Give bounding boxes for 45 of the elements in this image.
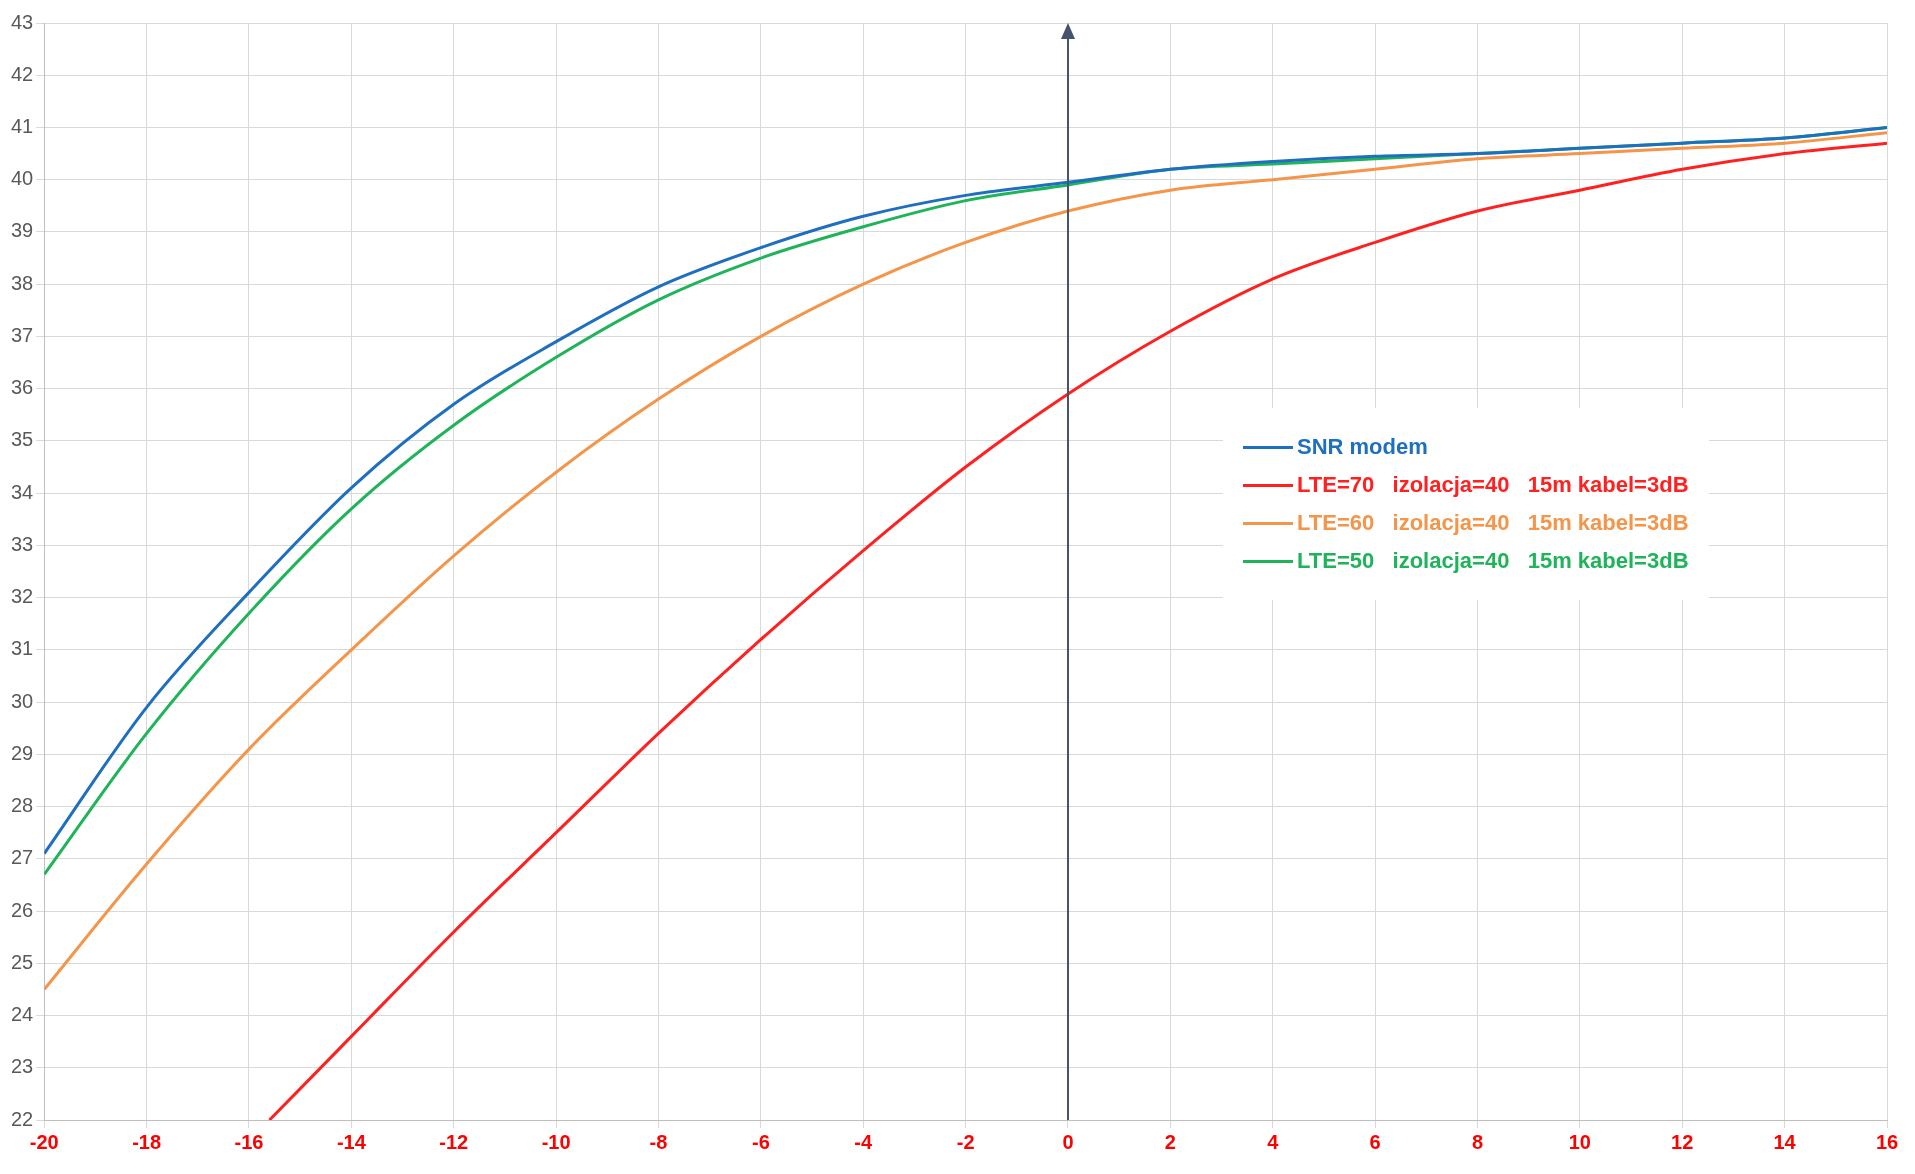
x-tick-label: -12: [439, 1130, 469, 1153]
x-tick-label: 4: [1267, 1130, 1280, 1153]
y-tick-label: 26: [11, 898, 34, 921]
legend-label: LTE=70 izolacja=40 15m kabel=3dB: [1297, 472, 1689, 498]
x-tick-label: -20: [29, 1130, 59, 1153]
y-tick-label: 40: [11, 167, 34, 190]
y-tick-label: 22: [11, 1107, 34, 1130]
x-tick-label: -4: [854, 1130, 874, 1153]
y-tick-label: 28: [11, 794, 34, 817]
x-tick-label: -8: [649, 1130, 668, 1153]
y-tick-label: 25: [11, 950, 34, 973]
y-tick-label: 41: [11, 114, 34, 137]
y-tick-label: 29: [11, 741, 34, 764]
x-tick-label: -2: [956, 1130, 975, 1153]
x-tick-label: -18: [132, 1130, 162, 1153]
x-tick-label: 0: [1062, 1130, 1074, 1153]
y-tick-label: 43: [11, 10, 34, 33]
x-tick-label: 12: [1671, 1130, 1694, 1153]
legend-label: LTE=50 izolacja=40 15m kabel=3dB: [1297, 548, 1689, 574]
legend-label: SNR modem: [1297, 434, 1428, 460]
x-tick-label: 16: [1875, 1130, 1899, 1153]
y-tick-label: 32: [11, 585, 34, 608]
y-tick-label: 34: [11, 480, 34, 503]
y-tick-label: 33: [11, 532, 34, 555]
x-tick-label: -14: [336, 1130, 367, 1153]
x-tick-label: 2: [1164, 1130, 1176, 1153]
y-tick-label: 37: [11, 323, 34, 346]
x-tick-label: -16: [234, 1130, 264, 1153]
x-tick-label: 10: [1568, 1130, 1591, 1153]
y-tick-label: 39: [11, 219, 34, 242]
y-tick-label: 35: [11, 428, 34, 451]
x-tick-label: 6: [1369, 1130, 1381, 1153]
y-tick-label: 23: [11, 1055, 34, 1078]
x-tick-label: -6: [751, 1130, 770, 1153]
y-tick-label: 38: [11, 271, 34, 294]
legend-label: LTE=60 izolacja=40 15m kabel=3dB: [1297, 510, 1689, 536]
y-tick-label: 24: [11, 1003, 34, 1026]
y-tick-label: 31: [11, 637, 34, 660]
y-tick-label: 30: [11, 689, 34, 712]
y-tick-label: 42: [11, 62, 34, 85]
y-tick-label: 36: [11, 376, 34, 399]
x-tick-label: -10: [541, 1130, 571, 1153]
x-tick-label: 14: [1773, 1130, 1797, 1153]
y-tick-label: 27: [11, 846, 34, 869]
x-tick-label: 8: [1471, 1130, 1484, 1153]
